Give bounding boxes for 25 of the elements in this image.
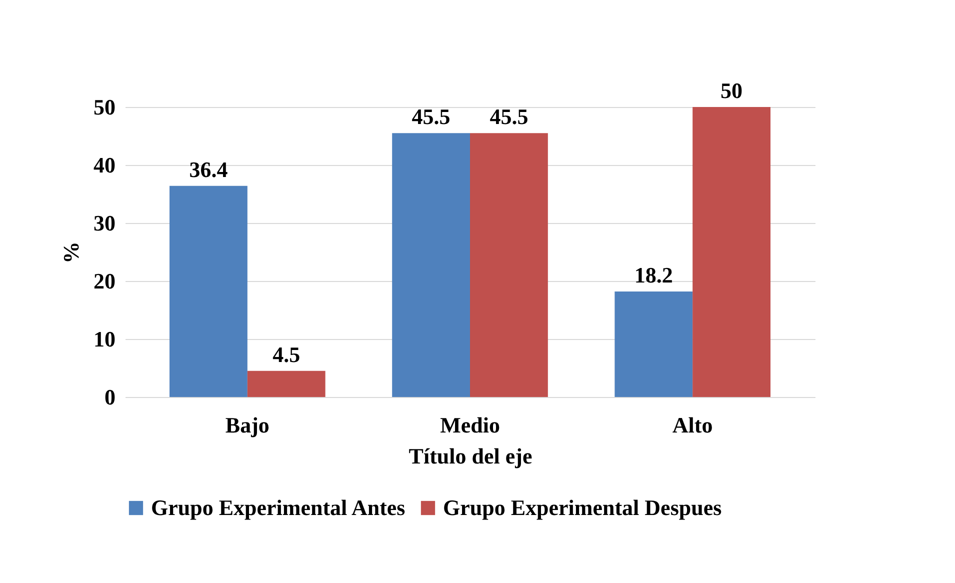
x-tick-label: Medio (440, 412, 500, 438)
y-tick-label: 50 (94, 94, 116, 120)
y-tick-label: 30 (94, 210, 116, 236)
x-tick-label: Bajo (225, 412, 270, 438)
bar (392, 133, 470, 397)
bar (614, 291, 693, 397)
data-label: 50 (720, 78, 743, 103)
y-tick-label: 40 (94, 152, 116, 178)
data-label: 18.2 (634, 262, 673, 288)
legend-label: Grupo Experimental Despues (443, 495, 722, 520)
bar (170, 186, 248, 397)
y-axis-title: % (58, 242, 84, 264)
data-label: 4.5 (272, 342, 300, 367)
y-tick-label: 0 (104, 384, 116, 410)
x-axis-title: Título del eje (408, 444, 532, 468)
bar (692, 107, 770, 397)
legend-label: Grupo Experimental Antes (151, 495, 406, 520)
bar (247, 370, 326, 397)
data-label: 36.4 (189, 156, 228, 182)
y-tick-label: 10 (94, 326, 116, 352)
bar (470, 133, 548, 397)
y-tick-label: 20 (94, 268, 116, 294)
data-label: 45.5 (412, 104, 450, 130)
x-tick-label: Alto (672, 412, 713, 438)
data-label: 45.5 (490, 104, 528, 130)
